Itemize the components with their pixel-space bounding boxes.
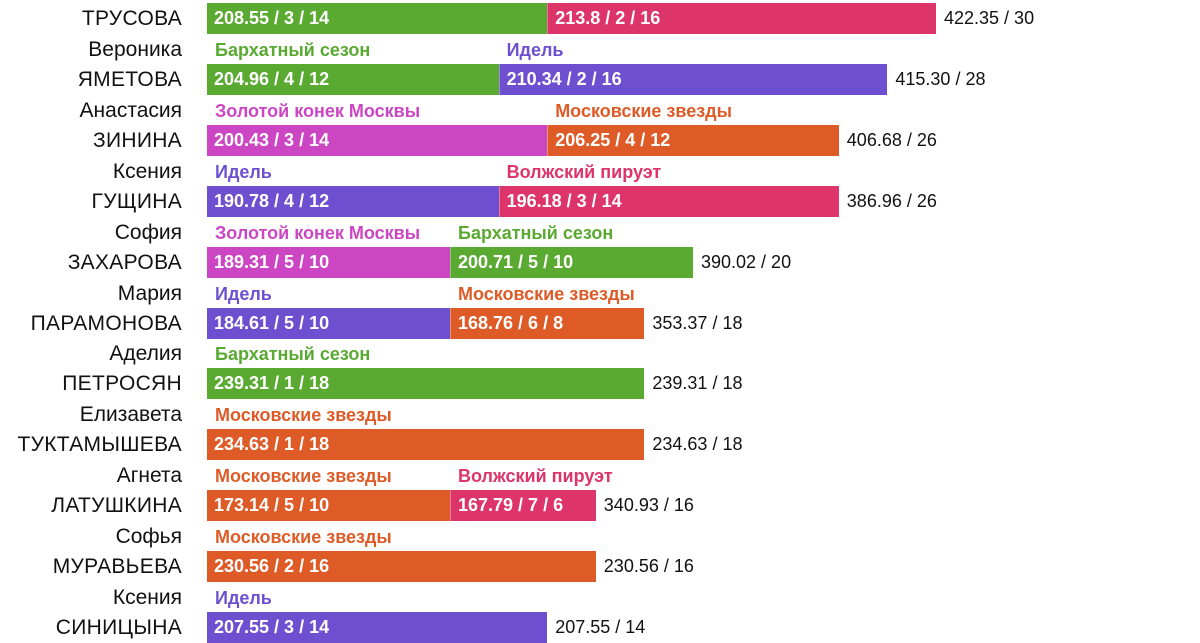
bar-segment: 213.8 / 2 / 16	[547, 3, 936, 34]
row-total-label: 415.30 / 28	[895, 68, 986, 89]
bar-segment: 239.31 / 1 / 18	[207, 368, 645, 400]
segment-value-label: 167.79 / 7 / 6	[458, 495, 564, 516]
row-total-label: 239.31 / 18	[652, 373, 743, 394]
athlete-last-name: ПЕТРОСЯН	[62, 372, 182, 396]
row-total-label: 340.93 / 16	[603, 495, 694, 516]
bar-segment: 173.14 / 5 / 10	[207, 490, 450, 522]
segment-value-label: 208.55 / 3 / 14	[214, 8, 330, 28]
athlete-first-name: Ксения	[112, 586, 182, 609]
row-total-label: 353.37 / 18	[652, 312, 743, 333]
athlete-last-name: ЯМЕТОВА	[77, 67, 182, 91]
event-name-label: Бархатный сезон	[458, 222, 614, 243]
row-total-label: 422.35 / 30	[944, 8, 1035, 28]
bar-segment: 210.34 / 2 / 16	[498, 63, 888, 95]
athlete-first-name: Агнета	[116, 464, 182, 488]
athlete-first-name: Мария	[117, 281, 182, 305]
athlete-last-name: ГУЩИНА	[91, 189, 182, 213]
event-name-label: Московские звезды	[555, 100, 732, 121]
bar-segment: 204.96 / 4 / 12	[207, 63, 499, 95]
bar-segment: 190.78 / 4 / 12	[207, 185, 499, 217]
segment-value-label: 210.34 / 2 / 16	[506, 68, 622, 89]
event-name-label: Идель	[215, 283, 272, 304]
event-name-label: Московские звезды	[215, 527, 392, 548]
row-total-label: 390.02 / 20	[701, 251, 792, 272]
ranking-bar-chart: Ал ТРУСОВА 208.55 / 3 / 14 213.8 / 2 / 16 42…	[17, 0, 1035, 643]
athlete-first-name: Анастасия	[79, 98, 182, 122]
athlete-last-name: ТРУСОВА	[81, 7, 182, 30]
bar-segment: 196.18 / 3 / 14	[498, 185, 839, 217]
bar-segment: 200.71 / 5 / 10	[450, 246, 693, 278]
event-name-label: Идель	[215, 588, 272, 608]
bar-segment: 189.31 / 5 / 10	[207, 246, 450, 278]
segment-value-label: 200.43 / 3 / 14	[214, 129, 330, 150]
bar-segment: 234.63 / 1 / 18	[207, 429, 645, 461]
athlete-first-name: Ксения	[112, 159, 182, 183]
event-name-label: Идель	[215, 161, 272, 182]
row-total-label: 207.55 / 14	[555, 617, 646, 637]
segment-value-label: 239.31 / 1 / 18	[214, 373, 330, 394]
event-name-label: Бархатный сезон	[215, 344, 371, 365]
segment-value-label: 230.56 / 2 / 16	[214, 556, 330, 577]
athlete-first-name: Вероника	[88, 37, 182, 61]
segment-value-label: 189.31 / 5 / 10	[214, 251, 330, 272]
segment-value-label: 190.78 / 4 / 12	[214, 190, 330, 211]
segment-value-label: 200.71 / 5 / 10	[458, 251, 574, 272]
bar-segment: 230.56 / 2 / 16	[207, 551, 596, 583]
athlete-first-name: Аделия	[109, 342, 182, 366]
row-total-label: 406.68 / 26	[846, 129, 937, 150]
athlete-first-name: Елизавета	[79, 403, 182, 427]
segment-value-label: 168.76 / 6 / 8	[458, 312, 564, 333]
event-name-label: Московские звезды	[215, 466, 392, 487]
row-total-label: 386.96 / 26	[846, 190, 937, 211]
athlete-last-name: МУРАВЬЕВА	[52, 555, 182, 579]
bar-segment: 168.76 / 6 / 8	[450, 307, 645, 339]
athlete-last-name: ПАРАМОНОВА	[30, 311, 182, 335]
event-name-label: Московские звезды	[458, 283, 635, 304]
event-name-label: Золотой конек Москвы	[215, 222, 421, 243]
event-name-label: Волжский пируэт	[458, 466, 613, 487]
athlete-last-name: ЗИНИНА	[92, 128, 182, 152]
event-name-label: Московские звезды	[215, 405, 392, 426]
athlete-last-name: ТУКТАМЫШЕВА	[17, 433, 182, 457]
bar-segment: 200.43 / 3 / 14	[207, 124, 548, 156]
event-name-label: Волжский пируэт	[506, 161, 662, 182]
segment-value-label: 184.61 / 5 / 10	[214, 312, 330, 333]
event-name-label: Золотой конек Москвы	[215, 100, 421, 121]
segment-value-label: 207.55 / 3 / 14	[214, 617, 330, 637]
athlete-last-name: ЛАТУШКИНА	[51, 494, 182, 518]
event-name-label: Бархатный сезон	[215, 39, 371, 60]
segment-value-label: 196.18 / 3 / 14	[506, 190, 622, 211]
bar-segment: 208.55 / 3 / 14	[207, 3, 548, 34]
athlete-last-name: ЗАХАРОВА	[67, 250, 182, 274]
segment-value-label: 204.96 / 4 / 12	[214, 68, 330, 89]
athlete-first-name: Софья	[115, 525, 182, 549]
bar-segment: 167.79 / 7 / 6	[450, 490, 596, 522]
bar-segment: 206.25 / 4 / 12	[547, 124, 839, 156]
segment-value-label: 173.14 / 5 / 10	[214, 495, 330, 516]
row-total-label: 234.63 / 18	[652, 434, 743, 455]
bar-segment: 207.55 / 3 / 14	[207, 612, 548, 643]
event-name-label: Идель	[506, 39, 564, 60]
athlete-last-name: СИНИЦЫНА	[55, 616, 182, 639]
segment-value-label: 213.8 / 2 / 16	[555, 8, 661, 28]
athlete-first-name: Ал	[156, 0, 182, 1]
bar-segment: 184.61 / 5 / 10	[207, 307, 450, 339]
segment-value-label: 234.63 / 1 / 18	[214, 434, 330, 455]
row-total-label: 230.56 / 16	[603, 556, 694, 577]
segment-value-label: 206.25 / 4 / 12	[555, 129, 671, 150]
athlete-first-name: София	[114, 220, 182, 244]
